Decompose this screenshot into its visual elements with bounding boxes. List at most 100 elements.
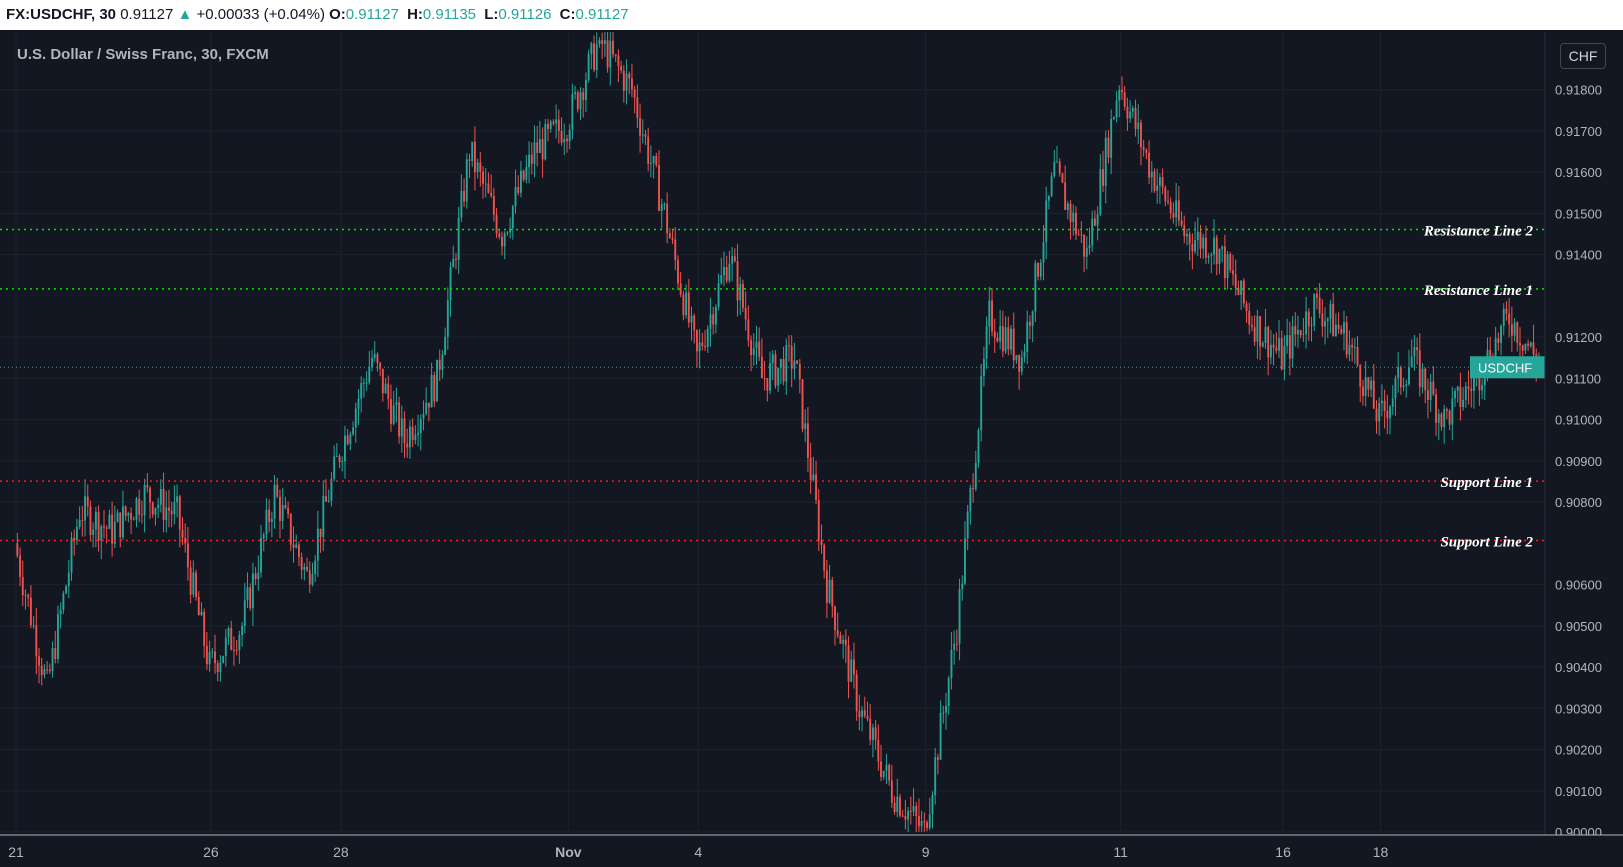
candle-body[interactable] [165, 507, 168, 520]
candle-body[interactable] [316, 528, 319, 561]
candle-body[interactable] [1326, 318, 1329, 321]
candle-body[interactable] [796, 360, 799, 364]
candle-body[interactable] [100, 526, 103, 541]
candle-body[interactable] [1056, 161, 1058, 163]
candle-body[interactable] [208, 651, 211, 665]
candle-body[interactable] [276, 484, 279, 497]
candle-body[interactable] [731, 256, 734, 264]
candle-body[interactable] [701, 342, 704, 347]
candle-body[interactable] [390, 399, 392, 424]
candle-body[interactable] [1345, 322, 1348, 355]
candle-body[interactable] [1018, 355, 1021, 372]
candle-body[interactable] [912, 806, 915, 812]
candle-body[interactable] [687, 292, 690, 323]
candle-body[interactable] [490, 192, 493, 196]
candle-body[interactable] [281, 505, 284, 521]
candle-body[interactable] [455, 258, 457, 260]
candle-body[interactable] [834, 606, 836, 631]
candle-body[interactable] [368, 367, 371, 383]
candle-body[interactable] [1426, 390, 1429, 400]
candle-body[interactable] [203, 611, 206, 646]
candle-body[interactable] [441, 354, 444, 370]
candle-body[interactable] [1118, 89, 1121, 101]
candle-body[interactable] [227, 628, 230, 638]
candle-body[interactable] [1069, 203, 1072, 222]
candle-body[interactable] [243, 600, 246, 627]
candle-body[interactable] [1012, 328, 1015, 361]
candle-body[interactable] [666, 203, 669, 234]
candle-body[interactable] [533, 142, 536, 164]
candle-body[interactable] [65, 586, 68, 594]
candle-body[interactable] [630, 78, 633, 90]
candle-body[interactable] [1196, 231, 1199, 241]
candle-body[interactable] [471, 141, 474, 161]
candle-body[interactable] [233, 649, 235, 651]
candle-body[interactable] [682, 294, 685, 316]
candle-body[interactable] [1131, 107, 1134, 112]
candle-body[interactable] [335, 456, 338, 458]
candle-body[interactable] [704, 346, 706, 348]
candle-body[interactable] [779, 359, 782, 368]
candle-body[interactable] [858, 711, 861, 718]
candle-body[interactable] [982, 358, 985, 376]
candle-body[interactable] [736, 261, 739, 301]
candle-body[interactable] [1370, 380, 1373, 390]
candle-body[interactable] [1204, 237, 1207, 258]
candle-body[interactable] [1437, 413, 1440, 423]
candle-body[interactable] [1391, 398, 1394, 407]
candle-body[interactable] [947, 677, 950, 706]
candle-body[interactable] [400, 418, 403, 437]
candle-body[interactable] [344, 435, 346, 462]
candle-body[interactable] [1156, 185, 1159, 191]
candle-body[interactable] [381, 368, 384, 394]
candle-body[interactable] [1508, 313, 1511, 325]
candle-body[interactable] [763, 378, 766, 380]
candle-body[interactable] [222, 656, 225, 663]
candle-body[interactable] [35, 625, 38, 657]
candle-body[interactable] [457, 217, 460, 260]
candle-body[interactable] [1364, 377, 1367, 396]
candle-body[interactable] [882, 770, 885, 777]
candle-body[interactable] [1139, 122, 1142, 147]
candle-body[interactable] [633, 89, 636, 98]
candle-body[interactable] [1321, 313, 1324, 327]
candle-body[interactable] [1278, 338, 1280, 351]
candle-body[interactable] [555, 119, 558, 124]
candle-body[interactable] [1080, 234, 1083, 236]
candle-body[interactable] [955, 643, 958, 645]
candle-body[interactable] [720, 275, 723, 284]
candle-body[interactable] [24, 594, 27, 596]
candle-body[interactable] [1061, 173, 1064, 183]
candle-body[interactable] [425, 402, 428, 414]
candle-body[interactable] [1047, 195, 1050, 201]
candle-body[interactable] [1099, 169, 1102, 215]
candle-body[interactable] [1502, 308, 1505, 326]
candle-body[interactable] [1383, 400, 1386, 411]
candle-body[interactable] [1194, 240, 1197, 252]
candle-body[interactable] [1483, 376, 1486, 386]
candle-body[interactable] [411, 426, 414, 440]
candle-body[interactable] [901, 815, 904, 817]
candle-body[interactable] [1223, 246, 1226, 279]
candle-body[interactable] [936, 757, 939, 760]
candle-body[interactable] [373, 354, 376, 358]
candle-body[interactable] [446, 300, 449, 337]
candle-body[interactable] [1210, 254, 1213, 256]
candle-body[interactable] [622, 70, 625, 91]
candle-body[interactable] [1302, 334, 1305, 336]
candle-body[interactable] [1315, 293, 1318, 298]
candle-body[interactable] [1464, 386, 1467, 400]
candle-body[interactable] [1001, 326, 1004, 352]
candle-body[interactable] [945, 705, 947, 713]
candle-body[interactable] [785, 345, 788, 382]
candle-body[interactable] [1085, 247, 1088, 257]
candle-body[interactable] [571, 94, 574, 130]
candle-body[interactable] [603, 40, 606, 45]
candle-body[interactable] [972, 487, 975, 490]
candle-body[interactable] [1153, 171, 1156, 191]
candle-body[interactable] [29, 597, 32, 626]
candle-body[interactable] [230, 628, 233, 650]
candle-body[interactable] [371, 357, 373, 368]
candle-body[interactable] [1167, 201, 1169, 203]
